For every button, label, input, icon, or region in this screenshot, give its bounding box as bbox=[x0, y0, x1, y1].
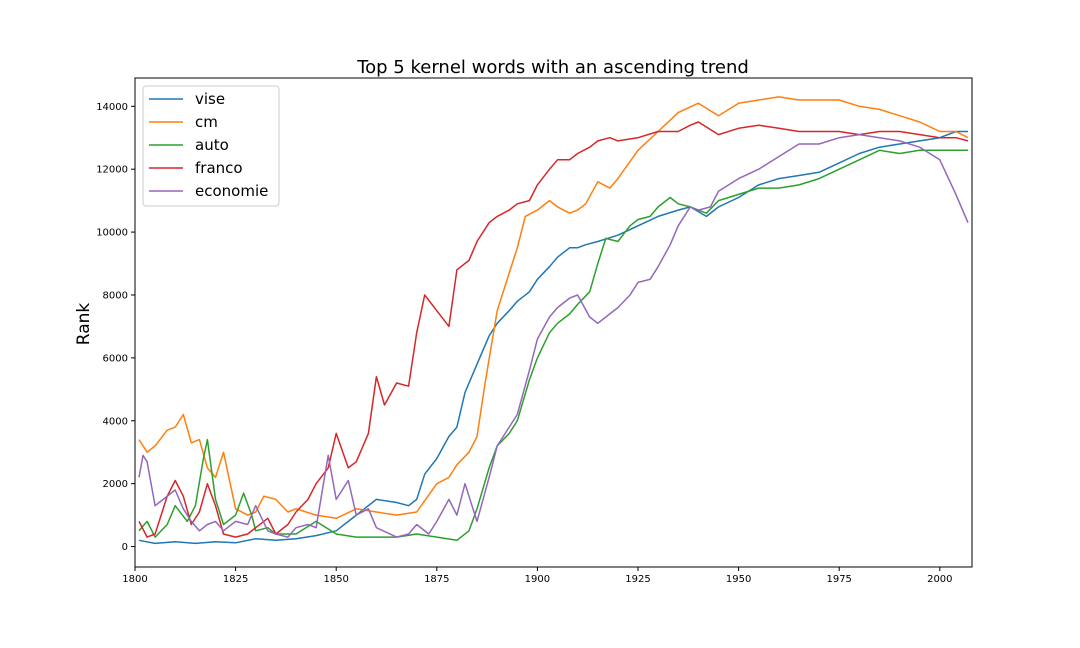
chart-title: Top 5 kernel words with an ascending tre… bbox=[356, 57, 749, 78]
y-tick-label: 2000 bbox=[103, 479, 128, 490]
y-tick-label: 6000 bbox=[103, 353, 128, 364]
plot-frame bbox=[134, 77, 973, 568]
y-tick-label: 8000 bbox=[103, 290, 128, 301]
series-line-economie bbox=[138, 133, 969, 538]
plot-area bbox=[138, 96, 969, 545]
series-line-franco bbox=[138, 121, 969, 538]
y-axis-label: Rank bbox=[74, 303, 94, 346]
x-tick-label: 1900 bbox=[525, 574, 550, 585]
legend-box bbox=[142, 85, 280, 207]
x-tick-label: 1975 bbox=[826, 574, 851, 585]
legend: vise cm auto franco economie bbox=[142, 85, 280, 207]
axes: 1800 1825 1850 1875 1900 1925 1950 1975 2000 0 200… bbox=[96, 102, 952, 585]
y-tick-label: 10000 bbox=[96, 228, 128, 239]
y-tick-label: 4000 bbox=[103, 416, 128, 427]
series-line-vise bbox=[138, 130, 968, 545]
x-tick-label: 1875 bbox=[424, 574, 449, 585]
y-tick-label: 0 bbox=[122, 542, 128, 553]
y-tick-label: 14000 bbox=[96, 102, 128, 113]
series-line-cm bbox=[138, 96, 969, 520]
x-tick-label: 1850 bbox=[323, 574, 348, 585]
legend-label-franco: franco bbox=[195, 159, 243, 177]
legend-label-auto: auto bbox=[195, 136, 229, 154]
x-tick-label: 1825 bbox=[223, 574, 248, 585]
x-tick-label: 1925 bbox=[625, 574, 650, 585]
x-tick-label: 2000 bbox=[927, 574, 952, 585]
legend-label-vise: vise bbox=[195, 90, 225, 108]
y-tick-label: 12000 bbox=[96, 165, 128, 176]
x-tick-label: 1800 bbox=[122, 574, 147, 585]
series-line-auto bbox=[138, 149, 968, 542]
x-tick-label: 1950 bbox=[726, 574, 751, 585]
legend-label-economie: economie bbox=[195, 182, 268, 200]
legend-label-cm: cm bbox=[195, 113, 218, 131]
